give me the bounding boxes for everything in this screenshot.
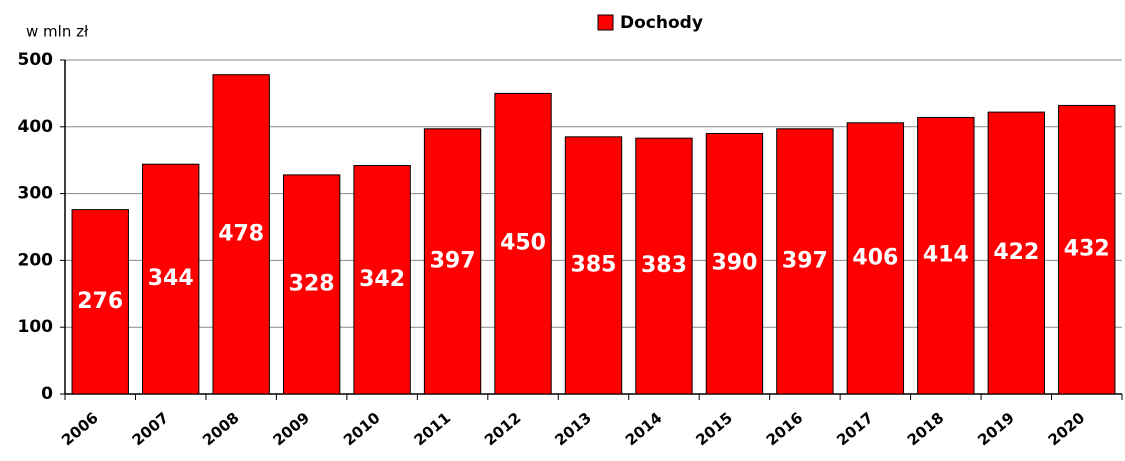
bar: [423, 128, 482, 395]
bar: [846, 122, 905, 395]
data-label: 383: [641, 253, 687, 278]
bar: [987, 111, 1045, 395]
legend-label: Dochody: [620, 13, 703, 33]
data-label: 342: [359, 267, 405, 292]
bar: [142, 163, 200, 395]
x-tick-label: 2018: [904, 409, 948, 450]
y-tick-label: 500: [18, 50, 54, 70]
x-tick-label: 2012: [481, 409, 525, 450]
data-label: 450: [500, 231, 546, 256]
x-tick-label: 2010: [340, 409, 384, 450]
bar: [917, 116, 975, 395]
data-label: 414: [923, 243, 969, 268]
data-label: 406: [852, 245, 898, 270]
data-label: 385: [571, 252, 617, 277]
data-label: 328: [289, 271, 335, 296]
x-tick-label: 2006: [58, 409, 102, 450]
x-tick-label: 2014: [622, 409, 666, 450]
bar: [635, 137, 693, 395]
x-tick-label: 2019: [974, 409, 1018, 450]
bar: [1058, 104, 1116, 395]
data-label: 432: [1064, 237, 1110, 262]
data-label: 478: [218, 221, 264, 246]
x-tick-label: 2013: [551, 409, 595, 450]
data-label: 344: [148, 266, 194, 291]
x-tick-label: 2009: [270, 409, 314, 450]
x-tick-label: 2015: [692, 409, 736, 450]
bar: [353, 165, 411, 395]
legend-swatch: [597, 14, 614, 31]
x-tick-label: 2020: [1045, 409, 1089, 450]
bar: [564, 136, 623, 395]
x-tick-label: 2008: [199, 409, 243, 450]
bar: [212, 74, 270, 395]
bar: [494, 92, 552, 395]
bar: [705, 132, 764, 395]
y-tick-label: 400: [18, 117, 54, 137]
y-tick-label: 100: [18, 317, 54, 337]
y-tick-label: 0: [41, 384, 53, 404]
data-label: 276: [77, 289, 123, 314]
x-tick-label: 2007: [129, 409, 173, 450]
bar: [282, 174, 341, 395]
y-tick-label: 300: [18, 184, 54, 204]
bar: [776, 128, 834, 395]
y-tick-label: 200: [18, 250, 54, 270]
data-label: 390: [711, 251, 757, 276]
data-label: 397: [782, 248, 828, 273]
data-label: 422: [993, 240, 1039, 265]
y-axis-label: w mln zł: [26, 23, 89, 41]
data-label: 397: [430, 248, 476, 273]
bar: [71, 209, 129, 395]
x-tick-label: 2017: [833, 409, 877, 450]
x-tick-label: 2016: [763, 409, 807, 450]
x-tick-label: 2011: [410, 409, 454, 450]
